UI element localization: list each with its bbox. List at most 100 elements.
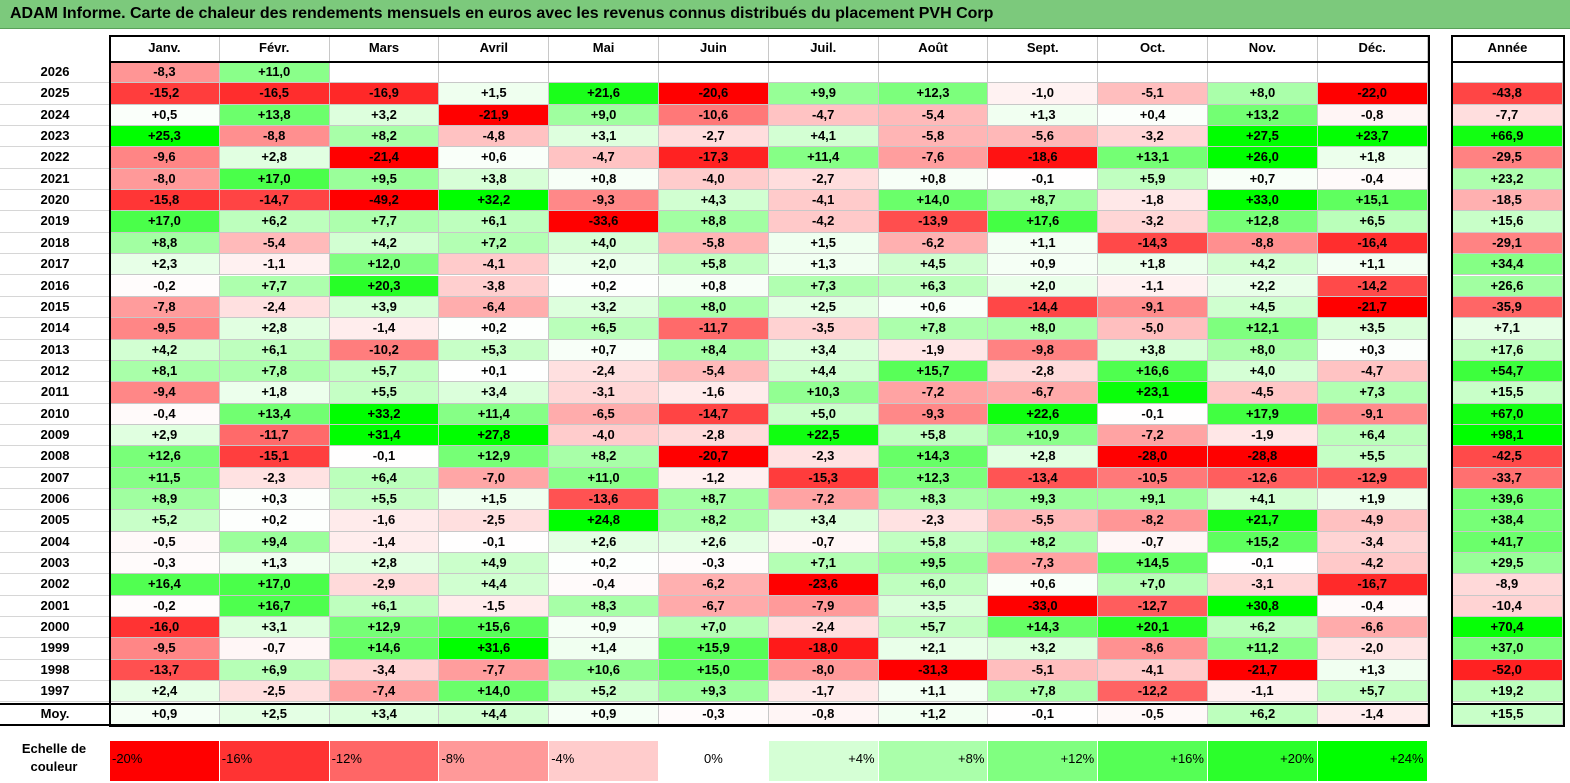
- heatmap-cell: -5,4: [659, 360, 769, 383]
- annual-cell: -42,5: [1452, 446, 1563, 468]
- heatmap-cell: +20,3: [329, 275, 440, 297]
- heatmap-cell: +3,1: [219, 617, 330, 639]
- heatmap-cell: +5,5: [1317, 446, 1428, 468]
- heatmap-cell: +4,2: [110, 339, 220, 361]
- heatmap-cell: +12,6: [110, 446, 220, 468]
- year-label: 2019: [0, 211, 110, 233]
- heatmap-cell: +31,4: [329, 424, 440, 447]
- heatmap-cell: +8,0: [988, 318, 1099, 340]
- annual-cell: +34,4: [1452, 254, 1563, 276]
- heatmap-cell: +23,1: [1098, 382, 1208, 404]
- heatmap-cell: +16,7: [219, 595, 330, 618]
- heatmap-cell: -0,1: [439, 531, 550, 554]
- heatmap-cell: +24,8: [549, 510, 659, 532]
- year-label: 2001: [0, 596, 110, 618]
- heatmap-cell: +2,8: [329, 553, 440, 575]
- heatmap-cell: -13,7: [110, 659, 220, 682]
- month-header: Avril: [439, 37, 550, 61]
- heatmap-cell: [1098, 62, 1208, 84]
- heatmap-cell: -1,9: [1208, 424, 1318, 447]
- year-label: 2026: [0, 62, 110, 84]
- heatmap-cell: -15,2: [110, 83, 220, 105]
- annual-cell: -8,9: [1452, 574, 1563, 596]
- heatmap-cell: +3,5: [878, 595, 989, 618]
- heatmap-cell: -6,6: [1317, 617, 1428, 639]
- heatmap-cell: -0,4: [110, 403, 220, 425]
- annual-cell: +15,5: [1452, 382, 1563, 404]
- heatmap-cell: -9,1: [1317, 403, 1428, 425]
- heatmap-cell: +5,3: [439, 339, 550, 361]
- heatmap-cell: -16,7: [1317, 574, 1428, 596]
- heatmap-cell: +9,1: [1098, 489, 1208, 511]
- year-total-header: Année: [1487, 40, 1528, 55]
- heatmap-cell: +6,5: [549, 318, 659, 340]
- heatmap-cell: +5,7: [329, 360, 440, 383]
- annual-cell: -18,5: [1452, 190, 1563, 212]
- heatmap-cell: +0,9: [549, 703, 659, 725]
- heatmap-cell: +12,9: [439, 446, 550, 468]
- heatmap-cell: +12,8: [1208, 211, 1318, 233]
- annual-cell: +98,1: [1452, 424, 1563, 447]
- average-divider-annual: [1451, 702, 1565, 705]
- heatmap-cell: -11,7: [219, 424, 330, 447]
- heatmap-cell: [1317, 62, 1428, 84]
- heatmap-cell: +0,8: [659, 275, 769, 297]
- heatmap-cell: -5,4: [219, 232, 330, 255]
- heatmap-cell: +9,4: [219, 531, 330, 554]
- heatmap-cell: +2,8: [988, 446, 1099, 468]
- heatmap-cell: +10,6: [549, 659, 659, 682]
- heatmap-cell: +6,5: [1317, 211, 1428, 233]
- color-scale-label: Echelle de couleur: [21, 741, 87, 774]
- heatmap-cell: +5,2: [110, 510, 220, 532]
- heatmap-cell: +1,3: [768, 254, 879, 276]
- heatmap-cell: +8,3: [549, 595, 659, 618]
- heatmap-cell: +1,8: [219, 382, 330, 404]
- heatmap-cell: -12,2: [1098, 681, 1208, 703]
- heatmap-cell: -9,3: [878, 403, 989, 425]
- heatmap-cell: -10,5: [1098, 467, 1208, 489]
- heatmap-cell: +11,0: [549, 467, 659, 489]
- annual-cell: +39,6: [1452, 489, 1563, 511]
- heatmap-cell: +2,0: [988, 275, 1099, 297]
- heatmap-cell: +1,3: [988, 104, 1099, 127]
- heatmap-cell: -4,5: [1208, 382, 1318, 404]
- heatmap-cell: -2,3: [878, 510, 989, 532]
- heatmap-cell: +5,0: [768, 403, 879, 425]
- heatmap-cell: +7,8: [219, 360, 330, 383]
- year-label: 2023: [0, 126, 110, 148]
- heatmap-cell: -5,6: [988, 126, 1099, 148]
- heatmap-cell: +33,0: [1208, 190, 1318, 212]
- heatmap-cell: +4,4: [768, 360, 879, 383]
- annual-cell: +17,6: [1452, 339, 1563, 361]
- heatmap-cell: +7,3: [768, 275, 879, 297]
- heatmap-cell: -0,5: [110, 531, 220, 554]
- heatmap-cell: +4,0: [1208, 360, 1318, 383]
- heatmap-cell: -6,2: [659, 574, 769, 596]
- heatmap-cell: +11,4: [768, 147, 879, 169]
- heatmap-cell: +1,5: [439, 83, 550, 105]
- heatmap-cell: +8,2: [549, 446, 659, 468]
- heatmap-cell: -3,8: [439, 275, 550, 297]
- heatmap-cell: -4,7: [1317, 360, 1428, 383]
- heatmap-cell: +7,3: [1317, 382, 1428, 404]
- heatmap-cell: -7,7: [439, 659, 550, 682]
- heatmap-cell: +3,4: [768, 339, 879, 361]
- heatmap-cell: [768, 62, 879, 84]
- annual-cell: +38,4: [1452, 510, 1563, 532]
- heatmap-cell: +8,4: [659, 339, 769, 361]
- heatmap-cell: -21,4: [329, 147, 440, 169]
- heatmap-cell: -1,8: [1098, 190, 1208, 212]
- heatmap-cell: -12,7: [1098, 595, 1208, 618]
- heatmap-cell: [1208, 62, 1318, 84]
- heatmap-cell: -7,8: [110, 296, 220, 319]
- year-label: 2025: [0, 83, 110, 105]
- heatmap-cell: +13,2: [1208, 104, 1318, 127]
- heatmap-cell: -2,5: [219, 681, 330, 703]
- heatmap-cell: [878, 62, 989, 84]
- heatmap-cell: +1,2: [878, 703, 989, 725]
- heatmap-cell: +4,9: [439, 553, 550, 575]
- heatmap-cell: -15,3: [768, 467, 879, 489]
- heatmap-cell: +15,7: [878, 360, 989, 383]
- year-label: 2006: [0, 489, 110, 511]
- heatmap-cell: -5,0: [1098, 318, 1208, 340]
